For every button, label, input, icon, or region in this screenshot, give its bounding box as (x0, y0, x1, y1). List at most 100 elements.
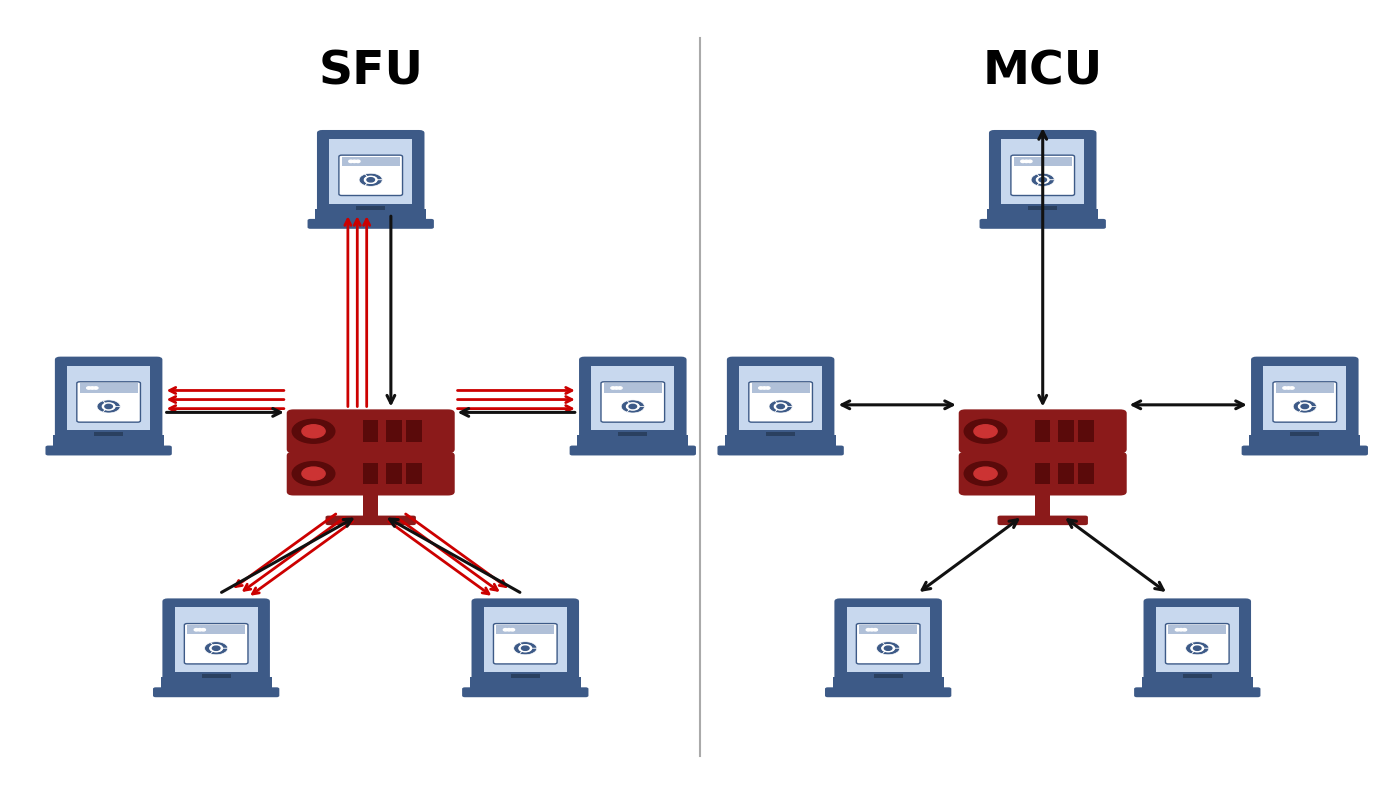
Circle shape (90, 386, 94, 390)
Circle shape (519, 645, 532, 652)
FancyBboxPatch shape (988, 130, 1096, 212)
FancyBboxPatch shape (45, 445, 172, 456)
Circle shape (867, 629, 871, 631)
FancyBboxPatch shape (825, 687, 952, 697)
Circle shape (1194, 646, 1201, 650)
Circle shape (210, 645, 223, 652)
Circle shape (94, 386, 98, 390)
Circle shape (774, 403, 787, 410)
FancyBboxPatch shape (1144, 598, 1252, 681)
Text: MCU: MCU (983, 50, 1103, 94)
Bar (1249, 435, 1361, 448)
Circle shape (762, 386, 766, 390)
Bar (469, 677, 581, 690)
Circle shape (1191, 645, 1204, 652)
FancyBboxPatch shape (727, 357, 834, 439)
Wedge shape (1037, 173, 1054, 179)
FancyBboxPatch shape (326, 515, 416, 525)
Bar (80, 383, 137, 393)
Wedge shape (1191, 641, 1208, 648)
FancyBboxPatch shape (462, 687, 588, 697)
Wedge shape (102, 406, 120, 413)
Bar (577, 435, 689, 448)
Wedge shape (1032, 174, 1040, 186)
Bar (406, 420, 421, 442)
FancyBboxPatch shape (857, 623, 920, 664)
FancyBboxPatch shape (1252, 357, 1358, 439)
FancyBboxPatch shape (749, 382, 812, 422)
Bar (342, 157, 400, 166)
Bar (94, 432, 123, 436)
Bar (619, 432, 647, 436)
Bar (406, 463, 421, 485)
Wedge shape (774, 406, 792, 413)
FancyBboxPatch shape (1155, 608, 1239, 672)
Bar (725, 435, 836, 448)
Bar (386, 420, 402, 442)
Circle shape (302, 467, 325, 480)
Circle shape (195, 629, 199, 631)
Circle shape (1289, 386, 1294, 390)
Circle shape (1039, 178, 1046, 182)
Circle shape (617, 386, 622, 390)
Circle shape (759, 386, 763, 390)
FancyBboxPatch shape (339, 155, 403, 195)
FancyBboxPatch shape (591, 365, 675, 430)
Circle shape (1028, 160, 1032, 163)
Circle shape (213, 646, 220, 650)
Circle shape (627, 403, 638, 410)
Circle shape (766, 386, 770, 390)
Circle shape (349, 160, 353, 163)
FancyBboxPatch shape (162, 598, 270, 681)
Circle shape (610, 386, 615, 390)
Circle shape (1021, 160, 1025, 163)
Bar (1275, 383, 1334, 393)
FancyBboxPatch shape (67, 365, 150, 430)
Bar (1168, 625, 1226, 634)
FancyBboxPatch shape (493, 623, 557, 664)
FancyBboxPatch shape (717, 445, 844, 456)
Circle shape (1299, 403, 1310, 410)
Bar (202, 674, 231, 678)
Circle shape (1176, 629, 1180, 631)
Circle shape (1183, 629, 1187, 631)
FancyBboxPatch shape (980, 219, 1106, 229)
Bar (1028, 205, 1057, 209)
FancyBboxPatch shape (1242, 445, 1368, 456)
FancyBboxPatch shape (287, 452, 455, 496)
FancyBboxPatch shape (1134, 687, 1260, 697)
Bar (752, 383, 809, 393)
Bar (1058, 463, 1074, 485)
FancyBboxPatch shape (287, 409, 455, 453)
FancyBboxPatch shape (739, 365, 822, 430)
FancyBboxPatch shape (570, 445, 696, 456)
FancyBboxPatch shape (153, 687, 280, 697)
Circle shape (507, 629, 511, 631)
Wedge shape (519, 641, 536, 648)
FancyBboxPatch shape (834, 598, 942, 681)
Bar (1014, 157, 1072, 166)
Circle shape (629, 405, 637, 408)
Circle shape (364, 176, 377, 183)
FancyBboxPatch shape (308, 219, 434, 229)
Wedge shape (876, 642, 885, 654)
Wedge shape (627, 400, 644, 406)
Bar (1035, 463, 1050, 485)
FancyBboxPatch shape (316, 130, 424, 212)
Wedge shape (774, 400, 792, 406)
Wedge shape (882, 648, 900, 655)
Wedge shape (365, 179, 382, 187)
Wedge shape (769, 401, 777, 412)
FancyBboxPatch shape (1165, 623, 1229, 664)
Circle shape (353, 160, 357, 163)
Circle shape (293, 462, 335, 486)
Circle shape (1025, 160, 1029, 163)
Bar (1058, 420, 1074, 442)
Circle shape (302, 425, 325, 438)
Wedge shape (365, 173, 382, 179)
Bar (1183, 674, 1212, 678)
Wedge shape (514, 642, 522, 654)
Bar (766, 432, 795, 436)
Circle shape (1301, 405, 1309, 408)
Bar (874, 674, 903, 678)
